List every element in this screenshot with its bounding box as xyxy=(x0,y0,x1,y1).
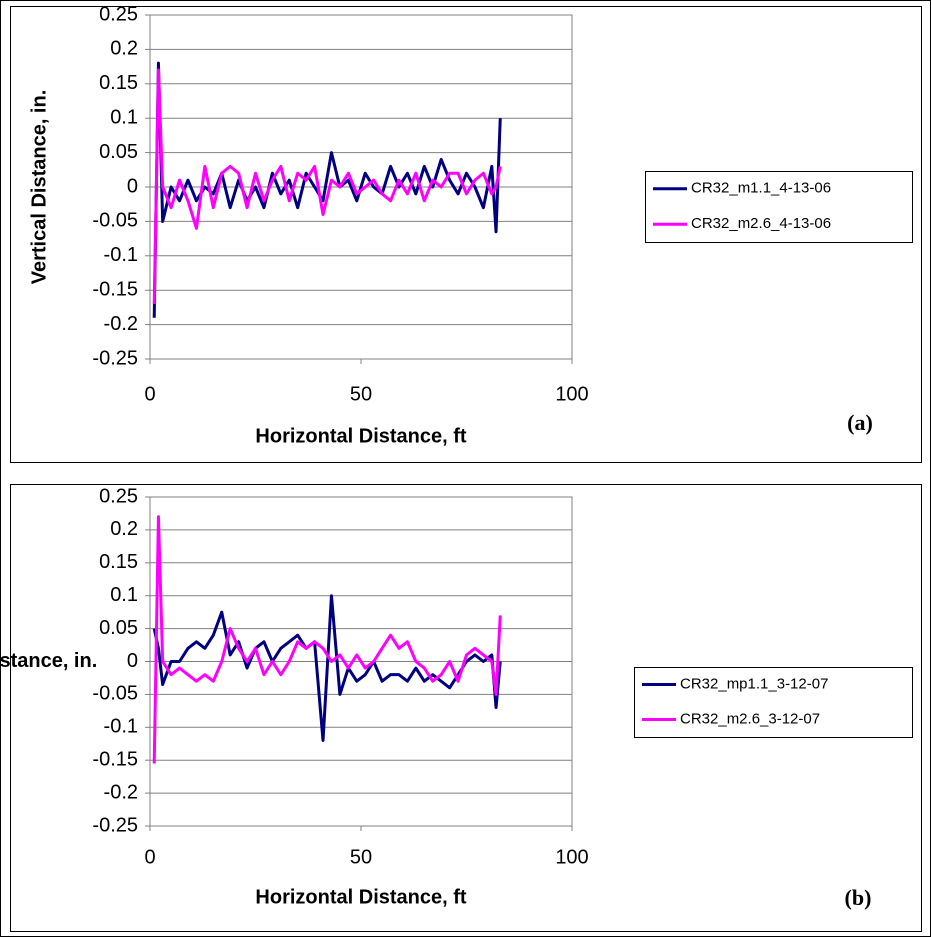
y-tick-label: -0.05 xyxy=(92,210,138,232)
y-tick-label: -0.1 xyxy=(104,716,138,738)
y-tick-label: -0.2 xyxy=(104,313,138,335)
x-tick-label: 0 xyxy=(144,383,155,405)
y-tick-label: 0.05 xyxy=(99,617,138,639)
x-tick-label: 100 xyxy=(555,846,588,868)
legend-frame xyxy=(634,667,913,738)
y-tick-label: -0.15 xyxy=(92,278,138,300)
y-tick-label: -0.15 xyxy=(92,748,138,770)
legend: CR32_mp1.1_3-12-07 CR32_m2.6_3-12-07 xyxy=(634,667,913,738)
legend-label: CR32_mp1.1_3-12-07 xyxy=(680,675,828,692)
y-tick-label: 0 xyxy=(127,175,138,197)
x-axis-title: Horizontal Distance, ft xyxy=(255,425,466,447)
x-tick-label: 50 xyxy=(350,383,372,405)
x-tick-label: 0 xyxy=(144,846,155,868)
y-tick-label: -0.25 xyxy=(92,347,138,369)
data-line xyxy=(152,515,502,764)
legend-label: CR32_m2.6_4-13-06 xyxy=(691,215,831,232)
annotation: (b) xyxy=(845,885,872,910)
y-tick-label: 0.25 xyxy=(99,3,138,25)
y-tick-label: 0.2 xyxy=(110,518,138,540)
y-axis-title: Vertical Distance, in. xyxy=(28,90,50,285)
y-tick-label: -0.1 xyxy=(104,244,138,266)
y-tick-label: 0.15 xyxy=(99,72,138,94)
x-axis-title: Horizontal Distance, ft xyxy=(255,886,466,908)
legend-label: CR32_m1.1_4-13-06 xyxy=(691,180,831,197)
panel: -0.25 -0.2 -0.15 -0.1 -0.05 0 0.05 0.1 0.15 0.2 0.… xyxy=(0,484,922,932)
data-line xyxy=(152,594,502,742)
x-tick-label: 50 xyxy=(350,846,372,868)
legend-frame xyxy=(645,171,913,243)
x-tick-label: 100 xyxy=(555,383,588,405)
y-tick-label: 0.1 xyxy=(110,106,138,128)
y-tick-label: 0 xyxy=(127,650,138,672)
legend: CR32_m1.1_4-13-06 CR32_m2.6_4-13-06 xyxy=(645,171,913,243)
y-tick-label: 0.05 xyxy=(99,141,138,163)
y-tick-label: -0.2 xyxy=(104,781,138,803)
annotation: (a) xyxy=(847,410,873,435)
y-tick-label: -0.25 xyxy=(92,814,138,836)
y-tick-label: 0.1 xyxy=(110,584,138,606)
y-tick-label: 0.15 xyxy=(99,551,138,573)
y-tick-label: 0.2 xyxy=(110,38,138,60)
legend-label: CR32_m2.6_3-12-07 xyxy=(680,710,820,727)
y-tick-label: -0.05 xyxy=(92,683,138,705)
data-line xyxy=(152,68,502,304)
panel: -0.25 -0.2 -0.15 -0.1 -0.05 0 0.05 0.1 0.15 0.2 0.… xyxy=(10,3,922,463)
y-axis-title: Vertical Distance, in. xyxy=(0,650,97,672)
y-tick-label: 0.25 xyxy=(99,485,138,507)
